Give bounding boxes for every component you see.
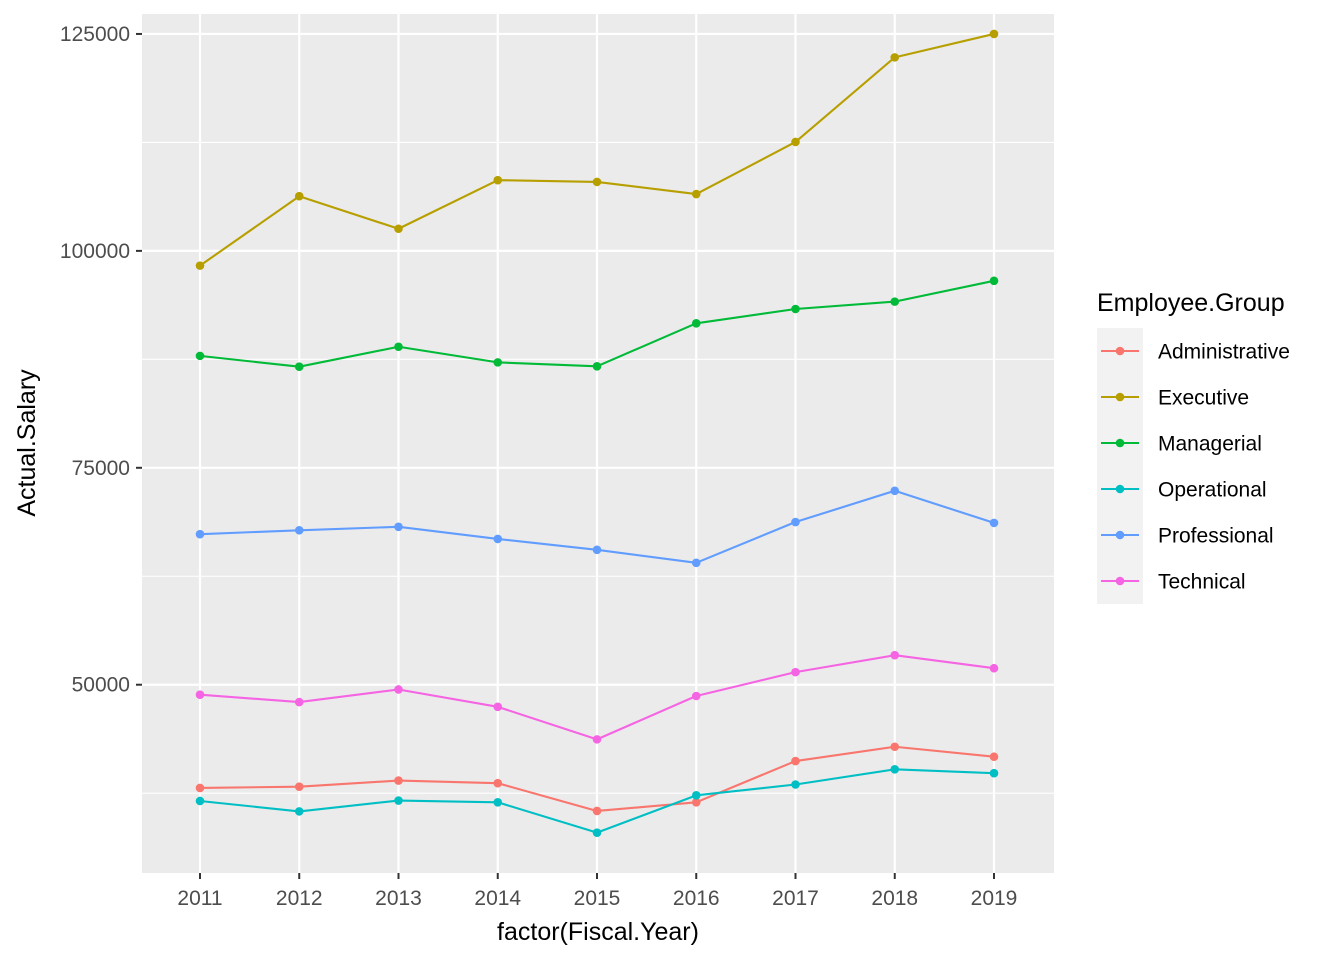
x-tick-label: 2019 [971,887,1018,910]
data-point-operational [989,768,999,778]
data-point-technical [294,697,304,707]
legend-key-point-professional [1115,530,1125,540]
data-point-administrative [195,783,205,793]
legend-label-administrative: Administrative [1158,341,1290,364]
legend-label-professional: Professional [1158,525,1274,548]
legend: Employee.Group Administrative Executive Ma… [1097,289,1290,604]
data-point-administrative [394,776,403,785]
x-tick-label: 2017 [772,887,819,910]
legend-items: Administrative Executive Managerial Operati… [1101,341,1290,594]
data-point-managerial [890,297,900,306]
data-point-administrative [493,778,503,788]
data-point-professional [195,529,205,539]
grid-major [142,14,1054,873]
data-point-executive [195,261,205,270]
x-tick-label: 2015 [574,887,621,910]
y-tick-label: 75000 [72,457,130,480]
data-point-professional [691,558,701,568]
data-point-technical [989,663,999,673]
x-tick-label: 2018 [871,887,918,910]
data-point-managerial [791,304,800,314]
x-tick-label: 2016 [673,887,720,910]
data-point-executive [294,191,304,201]
data-point-executive [493,175,503,185]
data-point-professional [394,522,403,532]
legend-key-point-executive [1115,392,1125,402]
data-point-technical [691,691,701,701]
data-point-managerial [691,319,701,328]
data-point-technical [592,735,602,744]
y-tick-label: 50000 [72,674,130,697]
legend-label-operational: Operational [1158,479,1267,502]
legend-label-technical: Technical [1158,571,1246,594]
data-point-technical [394,685,403,694]
data-point-executive [890,53,900,62]
data-point-executive [394,224,403,234]
data-point-professional [791,517,800,527]
data-point-professional [294,525,304,535]
data-point-administrative [294,782,304,791]
legend-key-point-operational [1115,484,1125,494]
x-tick-label: 2014 [474,887,521,910]
data-point-executive [989,29,999,39]
data-point-executive [791,137,800,147]
data-point-professional [989,518,999,528]
data-point-executive [691,189,701,199]
data-point-executive [592,177,602,187]
x-tick-label: 2012 [276,887,323,910]
data-point-operational [791,780,800,789]
x-axis: 2011 2012 2013 2014 2015 2016 2017 2018 2019 [177,873,1017,910]
data-point-operational [294,807,304,816]
legend-title: Employee.Group [1097,289,1285,317]
data-point-administrative [592,806,602,816]
y-tick-label: 100000 [60,240,130,263]
data-point-managerial [592,361,602,371]
y-axis-title: Actual.Salary [13,369,41,517]
data-point-technical [890,650,900,660]
data-point-professional [493,534,503,544]
data-point-managerial [195,351,205,361]
data-point-technical [791,667,800,677]
data-point-administrative [791,756,800,766]
series-points [195,29,999,837]
legend-label-managerial: Managerial [1158,433,1262,456]
x-axis-title: factor(Fiscal.Year) [497,918,699,946]
y-axis: 50000 75000 100000 125000 [60,23,142,697]
y-tick-label: 125000 [60,23,130,46]
data-point-managerial [989,276,999,286]
data-point-technical [493,702,503,712]
data-point-operational [394,796,403,805]
x-tick-label: 2013 [375,887,422,910]
data-point-operational [691,791,701,800]
data-point-operational [592,828,602,837]
data-point-operational [493,797,503,807]
data-point-managerial [493,358,503,367]
legend-label-executive: Executive [1158,387,1249,410]
legend-key-point-administrative [1115,346,1125,356]
data-point-administrative [890,742,900,752]
data-point-professional [592,545,602,555]
data-point-technical [195,690,205,699]
legend-keys-background [1097,328,1143,604]
data-point-operational [890,765,900,774]
data-point-administrative [691,797,701,807]
data-point-professional [890,486,900,496]
x-tick-label: 2011 [177,887,222,910]
data-point-managerial [294,362,304,372]
data-point-managerial [394,342,403,352]
data-point-operational [195,796,205,806]
data-point-administrative [989,752,999,762]
legend-key-point-managerial [1115,438,1125,448]
legend-key-point-technical [1115,576,1125,586]
